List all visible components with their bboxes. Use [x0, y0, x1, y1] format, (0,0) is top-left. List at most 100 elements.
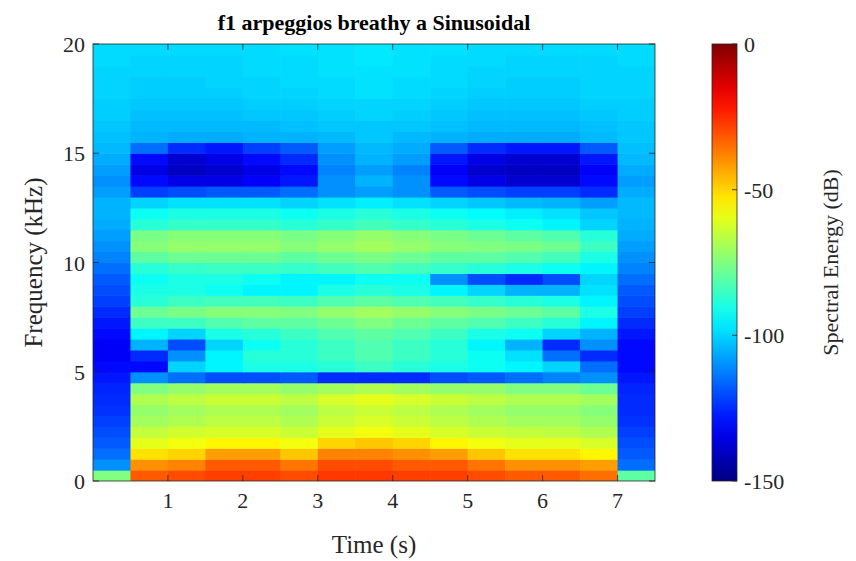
cell	[580, 186, 618, 198]
cell	[318, 405, 356, 417]
cell	[280, 306, 318, 318]
cell	[355, 415, 393, 427]
cell	[468, 317, 506, 329]
cell	[93, 273, 131, 285]
cell	[205, 263, 243, 275]
cell	[430, 339, 468, 351]
cell	[430, 317, 468, 329]
cell	[318, 339, 356, 351]
cell	[543, 361, 581, 373]
cell	[430, 142, 468, 154]
cell	[243, 252, 281, 264]
cell	[618, 459, 655, 471]
cell	[430, 273, 468, 285]
cell	[205, 66, 243, 78]
cell	[243, 459, 281, 471]
cell	[168, 44, 206, 56]
cell	[205, 273, 243, 285]
x-tick	[542, 475, 543, 481]
cell	[543, 350, 581, 362]
cell	[243, 110, 281, 122]
x-tick	[242, 475, 243, 481]
cell	[543, 142, 581, 154]
cell	[280, 263, 318, 275]
cell	[618, 208, 655, 220]
cell	[243, 383, 281, 395]
cell	[318, 99, 356, 111]
cell	[93, 437, 131, 449]
cell	[468, 252, 506, 264]
cell	[393, 405, 431, 417]
cell	[280, 383, 318, 395]
cell	[243, 470, 281, 481]
cell	[205, 317, 243, 329]
cell	[168, 394, 206, 406]
cell	[318, 241, 356, 253]
cell	[355, 350, 393, 362]
cell	[205, 44, 243, 56]
cell	[355, 273, 393, 285]
cell	[543, 394, 581, 406]
cell	[430, 263, 468, 275]
x-tick	[317, 475, 318, 481]
cell	[430, 241, 468, 253]
cell	[393, 120, 431, 132]
cell	[580, 339, 618, 351]
cell	[618, 99, 655, 111]
cell	[543, 110, 581, 122]
cell	[543, 252, 581, 264]
cell	[618, 448, 655, 460]
cell	[543, 66, 581, 78]
cell	[243, 405, 281, 417]
cell	[130, 361, 168, 373]
cell	[618, 142, 655, 154]
y-tick-label: 20	[63, 32, 85, 57]
cell	[355, 142, 393, 154]
cell	[468, 459, 506, 471]
cell	[243, 66, 281, 78]
cell	[393, 153, 431, 165]
y-axis-label: Frequency (kHz)	[20, 177, 48, 347]
cell	[580, 306, 618, 318]
cell	[580, 77, 618, 89]
cell	[430, 99, 468, 111]
cell	[93, 88, 131, 100]
cell	[318, 142, 356, 154]
cell	[318, 44, 356, 56]
cell	[355, 394, 393, 406]
cell	[580, 273, 618, 285]
cell	[205, 339, 243, 351]
cell	[393, 252, 431, 264]
cell	[130, 339, 168, 351]
cell	[618, 295, 655, 307]
cell	[618, 383, 655, 395]
cell	[318, 448, 356, 460]
y-tick-label: 10	[63, 251, 85, 276]
cell	[393, 77, 431, 89]
cell	[580, 153, 618, 165]
cell	[468, 339, 506, 351]
cell	[205, 437, 243, 449]
cell	[280, 426, 318, 438]
cell	[280, 415, 318, 427]
cell	[393, 197, 431, 209]
cell	[543, 219, 581, 231]
cell	[618, 284, 655, 296]
cell	[93, 317, 131, 329]
cell	[130, 295, 168, 307]
cell	[93, 153, 131, 165]
cell	[280, 437, 318, 449]
cell	[618, 306, 655, 318]
cell	[468, 263, 506, 275]
cell	[543, 88, 581, 100]
cell	[580, 142, 618, 154]
cell	[618, 426, 655, 438]
y-tick	[93, 371, 99, 372]
cell	[393, 383, 431, 395]
cell	[318, 350, 356, 362]
cell	[355, 241, 393, 253]
cell	[93, 263, 131, 275]
cell	[430, 437, 468, 449]
cell	[130, 88, 168, 100]
cell	[543, 295, 581, 307]
